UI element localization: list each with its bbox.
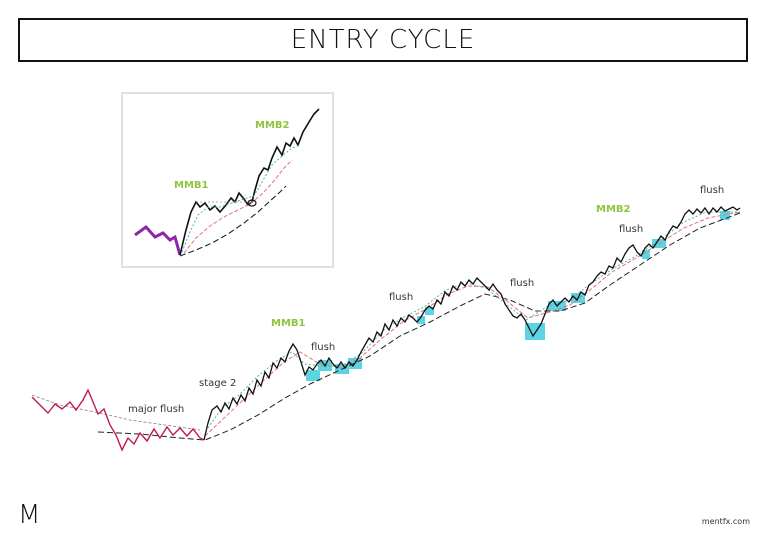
label-flush-5: flush xyxy=(700,185,724,196)
inset-label-mmb1: MMB1 xyxy=(174,180,209,191)
inset-entry-marker xyxy=(247,199,257,207)
highlight-zone xyxy=(306,370,320,381)
highlight-zone xyxy=(720,211,730,220)
label-mmb2: MMB2 xyxy=(596,204,631,215)
footer-site-text: mentfx.com xyxy=(701,517,750,526)
ma-slow-line xyxy=(97,212,741,441)
page-title: ENTRY CYCLE xyxy=(290,25,476,55)
consolidation-line xyxy=(31,394,201,431)
inset-pre-stage-line xyxy=(134,224,182,256)
label-flush-3: flush xyxy=(510,278,534,289)
highlight-zone xyxy=(642,250,650,259)
title-box: ENTRY CYCLE xyxy=(18,18,748,62)
highlight-zone xyxy=(525,323,545,340)
label-mmb1: MMB1 xyxy=(271,318,306,329)
label-flush-2: flush xyxy=(389,292,413,303)
inset-ma-slow xyxy=(179,185,287,257)
label-flush-4: flush xyxy=(619,224,643,235)
inset-diagram: MMB1 MMB2 xyxy=(134,108,320,257)
highlight-zone xyxy=(425,307,434,315)
inset-panel xyxy=(121,92,334,268)
main-diagram: major flush stage 2 MMB1 MMB2 flush flus… xyxy=(31,185,741,452)
pre-stage-price-line xyxy=(31,388,205,452)
brand-logo: M xyxy=(18,500,41,530)
inset-label-mmb2: MMB2 xyxy=(255,120,290,131)
ma-mid-line xyxy=(204,211,741,437)
price-line xyxy=(203,206,741,441)
inset-ma-fast xyxy=(181,144,301,253)
label-major-flush: major flush xyxy=(128,404,184,415)
label-flush-1: flush xyxy=(311,342,335,353)
highlight-zone xyxy=(417,316,425,324)
label-stage-2: stage 2 xyxy=(199,378,236,389)
ma-fast-line xyxy=(207,211,740,429)
